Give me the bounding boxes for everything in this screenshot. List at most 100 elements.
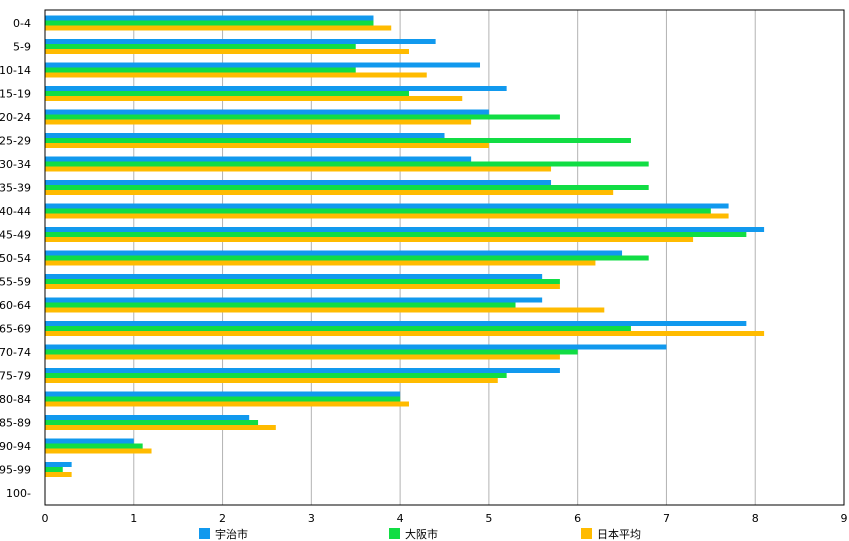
x-tick-label: 4 [397,512,404,525]
x-tick-label: 8 [752,512,759,525]
bar-2-15-19 [45,91,409,96]
y-tick-label: 25-29 [0,135,31,148]
bar-1-15-19 [45,86,507,91]
y-tick-label: 40-44 [0,205,31,218]
bar-2-30-34 [45,161,649,167]
x-tick-label: 6 [574,512,581,525]
bar-3-80-84 [45,401,409,407]
y-tick-label: 65-69 [0,323,31,336]
x-tick-label: 7 [663,512,670,525]
legend: 宇治市 大阪市 日本平均 [199,527,641,541]
legend-label: 日本平均 [597,527,641,541]
bar-3-50-54 [45,260,596,266]
bar-2-60-64 [45,302,516,308]
bar-2-50-54 [45,255,649,261]
bar-3-0-4 [45,25,392,31]
y-tick-label: 50-54 [0,252,31,265]
bar-1-50-54 [45,250,623,256]
x-tick-label: 5 [485,512,492,525]
bar-2-75-79 [45,373,507,378]
y-tick-label: 100- [6,487,31,500]
x-tick-label: 0 [42,512,49,525]
y-tick-label: 55-59 [0,276,31,289]
x-tick-label: 2 [219,512,226,525]
bar-1-55-59 [45,274,543,279]
legend-swatch [199,528,210,539]
bar-3-35-39 [45,190,614,195]
x-tick-label: 3 [308,512,315,525]
y-tick-label: 20-24 [0,111,31,124]
bar-3-85-89 [45,425,276,430]
bar-1-20-24 [45,109,489,115]
bar-3-15-19 [45,96,463,101]
bar-3-60-64 [45,307,605,313]
bar-3-20-24 [45,119,472,125]
legend-label: 宇治市 [215,527,248,541]
y-tick-label: 10-14 [0,64,31,77]
bar-2-65-69 [45,326,631,331]
bar-2-95-99 [45,467,63,472]
x-tick-label: 9 [841,512,848,525]
bar-2-20-24 [45,114,560,120]
y-tick-labels: 0-4 5-9 10-14 15-19 20-24 25-29 30-34 35-39 40-4… [0,17,31,500]
y-tick-label: 75-79 [0,370,31,383]
y-tick-label: 30-34 [0,158,31,171]
bar-2-45-49 [45,232,747,237]
bar-2-10-14 [45,67,356,73]
bar-3-55-59 [45,284,560,289]
y-tick-label: 85-89 [0,417,31,430]
y-tick-label: 90-94 [0,440,31,453]
legend-swatch [389,528,400,539]
bar-2-90-94 [45,443,143,449]
y-tick-label: 5-9 [13,41,31,54]
bar-3-10-14 [45,72,427,78]
bar-3-30-34 [45,166,552,172]
bar-1-70-74 [45,344,667,350]
y-tick-label: 70-74 [0,346,31,359]
bar-1-90-94 [45,438,134,444]
bar-1-60-64 [45,297,543,303]
bar-2-80-84 [45,396,401,402]
y-tick-label: 80-84 [0,393,31,406]
bar-1-5-9 [45,39,436,44]
bar-3-25-29 [45,143,489,148]
bar-2-70-74 [45,349,578,355]
bar-3-95-99 [45,472,72,477]
bar-2-25-29 [45,138,631,143]
legend-swatch [581,528,592,539]
bar-3-45-49 [45,237,694,242]
legend-label: 大阪市 [405,527,438,541]
bar-1-65-69 [45,321,747,326]
y-tick-label: 60-64 [0,299,31,312]
bar-1-85-89 [45,415,250,420]
y-tick-label: 35-39 [0,182,31,195]
bar-2-85-89 [45,420,259,425]
bar-3-90-94 [45,448,152,454]
plot-frame [44,9,845,506]
bar-3-5-9 [45,49,409,54]
bar-3-40-44 [45,213,729,219]
bar-3-75-79 [45,378,498,383]
bar-1-10-14 [45,62,481,68]
bar-2-0-4 [45,20,374,26]
bar-1-25-29 [45,133,445,138]
bar-2-35-39 [45,185,649,190]
bar-2-55-59 [45,279,560,284]
bar-1-80-84 [45,391,401,397]
x-tick-label: 1 [130,512,137,525]
y-tick-label: 0-4 [13,17,31,30]
bar-1-45-49 [45,227,765,232]
x-tick-labels: 0 1 2 3 4 5 6 7 8 9 [42,512,848,525]
y-tick-label: 95-99 [0,464,31,477]
y-tick-label: 15-19 [0,88,31,101]
bar-2-5-9 [45,44,356,49]
bar-1-30-34 [45,156,472,162]
bars [45,15,765,477]
bar-2-40-44 [45,208,711,214]
y-tick-label: 45-49 [0,229,31,242]
bar-1-40-44 [45,203,729,209]
bar-3-70-74 [45,354,560,360]
bar-1-75-79 [45,368,560,373]
bar-1-95-99 [45,462,72,467]
